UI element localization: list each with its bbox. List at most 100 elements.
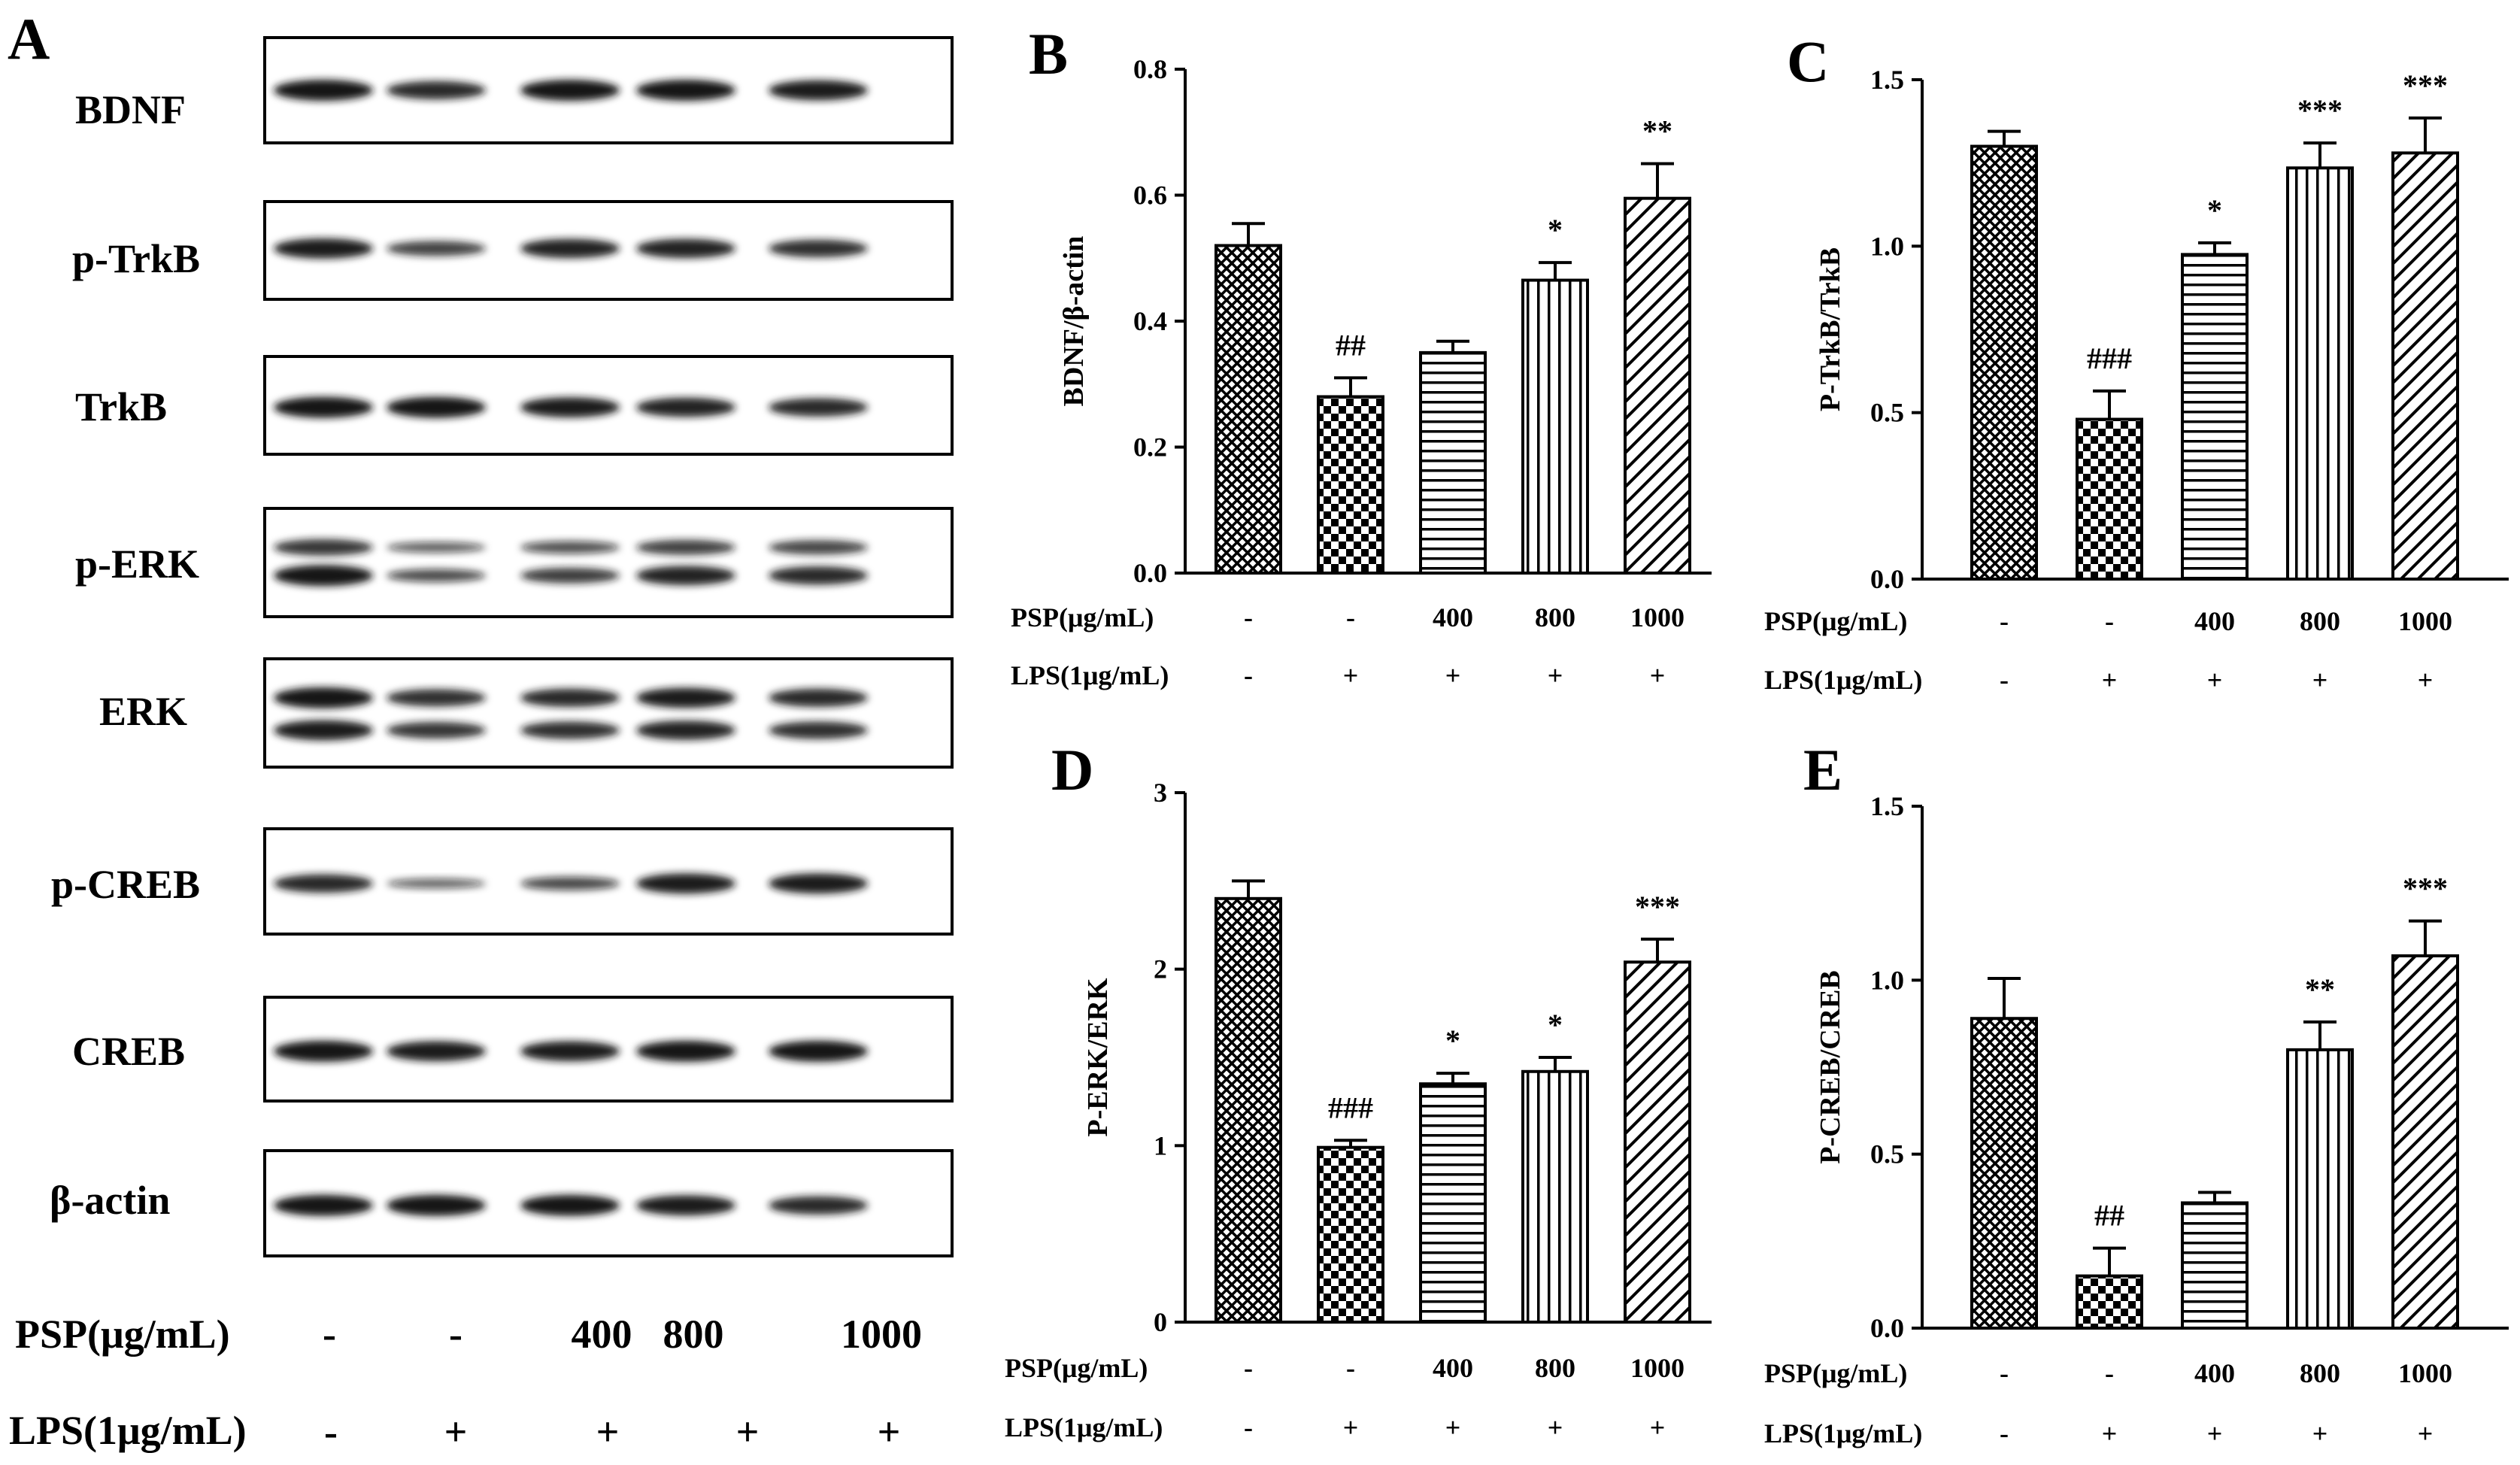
lps-value: + [2418, 665, 2434, 695]
y-tick-label: 1.0 [1870, 231, 1904, 261]
bar-2 [2076, 417, 2143, 581]
lps-label: LPS(1μg/mL) [1764, 1418, 1922, 1448]
bar-5 [2391, 954, 2459, 1330]
bar-5 [1624, 960, 1691, 1324]
lps-value: - [1244, 1412, 1253, 1442]
blot-band-lane-4-row-2 [636, 720, 735, 740]
panel-c-letter: C [1787, 29, 1829, 94]
psp-value: 400 [1433, 1353, 1473, 1383]
y-tick-label: 0 [1154, 1307, 1167, 1337]
lps-value: + [2418, 1418, 2434, 1448]
blot-band-lane-3-row-2 [520, 567, 620, 584]
blot-band-lane-2 [387, 1194, 486, 1216]
panel-e: E 0.00.51.01.5P-CREB/CREB##*****PSP(μg/m… [1764, 737, 2509, 1448]
blot-band-lane-1-row-2 [274, 565, 373, 587]
psp-value: - [1346, 602, 1355, 632]
psp-value: - [1346, 1353, 1355, 1383]
blot-frame [263, 657, 954, 769]
significance-mark: * [1548, 213, 1563, 247]
blot-p-trkb: p-TrkB [72, 200, 954, 301]
psp-label: PSP(μg/mL) [1764, 1358, 1907, 1388]
blot-band-lane-4-row-1 [636, 539, 735, 555]
blot-band-lane-5 [769, 873, 868, 894]
bar-2 [1317, 1145, 1384, 1324]
blot-band-lane-3-row-2 [520, 721, 620, 739]
panel-c: C 0.00.51.01.5P-TrkB/TrkB ###*******PSP(μ… [1764, 29, 2509, 695]
y-tick-label: 0.6 [1133, 180, 1167, 211]
bar-2 [2076, 1274, 2143, 1330]
blot-p-erk: p-ERK [75, 507, 954, 618]
blot-band-lane-3 [520, 1041, 620, 1062]
bar-4 [2286, 1048, 2354, 1330]
western-blot-panels: BDNF p-TrkB TrkB p-ERK ERK p-CREB CREB β-actin [50, 36, 954, 1257]
blot-erk: ERK [99, 657, 954, 769]
wb-lps-label: LPS(1μg/mL) [9, 1408, 247, 1453]
lps-value: + [1548, 1412, 1563, 1442]
blot-band-lane-1-row-1 [274, 538, 373, 556]
blot-label-p-erk: p-ERK [75, 541, 199, 587]
bar-1 [1215, 896, 1282, 1324]
psp-value: 1000 [1630, 1353, 1685, 1383]
y-tick-label: 2 [1154, 954, 1167, 984]
blot-bdnf: BDNF [75, 36, 954, 144]
wb-lps-value: + [878, 1409, 901, 1454]
blot-label-trkb: TrkB [75, 384, 167, 429]
wb-psp-value: 800 [663, 1312, 724, 1357]
psp-value: 400 [2194, 606, 2235, 636]
bar-3 [1419, 1082, 1487, 1324]
blot-band-lane-5-row-2 [769, 566, 868, 585]
psp-value: - [2000, 1358, 2009, 1388]
blot-band-lane-5 [769, 1196, 868, 1215]
blot-band-lane-3 [520, 238, 620, 259]
y-axis-label: BDNF/β-actin [1058, 236, 1090, 407]
lps-value: + [2312, 1418, 2328, 1448]
significance-mark: * [1445, 1024, 1460, 1057]
psp-label: PSP(μg/mL) [1011, 602, 1154, 632]
blot-band-lane-3-row-1 [520, 541, 620, 554]
wb-psp-label: PSP(μg/mL) [15, 1312, 230, 1357]
y-tick-label: 0.4 [1133, 306, 1167, 336]
blot-band-lane-4-row-2 [636, 566, 735, 586]
bar-4 [1521, 1069, 1589, 1324]
blot-band-lane-1 [274, 396, 373, 418]
pcreb-bar-chart: 0.00.51.01.5P-CREB/CREB##*****PSP(μg/mL)… [1764, 791, 2509, 1448]
bar-1 [1215, 244, 1282, 575]
blot-p-creb: p-CREB [51, 827, 954, 936]
wb-lps-value: + [444, 1409, 468, 1454]
bar-5 [2391, 151, 2459, 581]
lps-value: + [1343, 660, 1359, 690]
blot-band-lane-4 [636, 397, 735, 417]
bar-4 [1521, 278, 1589, 575]
blot-band-lane-2 [387, 1041, 486, 1062]
blot-band-lane-1-row-1 [274, 687, 373, 708]
panel-a: A BDNF p-TrkB TrkB p-ERK ERK p-CREB CREB β-acti… [8, 6, 954, 1454]
blot-band-lane-1 [274, 874, 373, 893]
lps-label: LPS(1μg/mL) [1011, 660, 1169, 690]
y-tick-label: 1.0 [1870, 965, 1904, 995]
psp-value: 1000 [2398, 606, 2452, 636]
lps-label: LPS(1μg/mL) [1005, 1412, 1163, 1442]
panel-d-letter: D [1051, 737, 1093, 802]
blot-label-erk: ERK [99, 689, 187, 734]
psp-value: 1000 [1630, 602, 1685, 632]
blot-creb: CREB [72, 996, 954, 1103]
blot-frame [263, 507, 954, 618]
lps-value: - [2000, 665, 2009, 695]
psp-value: 1000 [2398, 1358, 2452, 1388]
lps-value: + [2312, 665, 2328, 695]
lps-value: + [1650, 1412, 1666, 1442]
blot-band-lane-4 [636, 873, 735, 894]
psp-value: - [2000, 606, 2009, 636]
lps-value: - [1244, 660, 1253, 690]
lps-value: + [2207, 665, 2223, 695]
blot-band-lane-4 [636, 1040, 735, 1062]
wb-psp-value: - [449, 1312, 462, 1357]
y-tick-label: 0.0 [1133, 558, 1167, 588]
psp-value: - [1244, 602, 1253, 632]
y-tick-label: 0.5 [1870, 1139, 1904, 1169]
lps-label: LPS(1μg/mL) [1764, 665, 1922, 695]
blot-band-lane-2 [387, 878, 486, 889]
y-tick-label: 0.0 [1870, 1313, 1904, 1343]
